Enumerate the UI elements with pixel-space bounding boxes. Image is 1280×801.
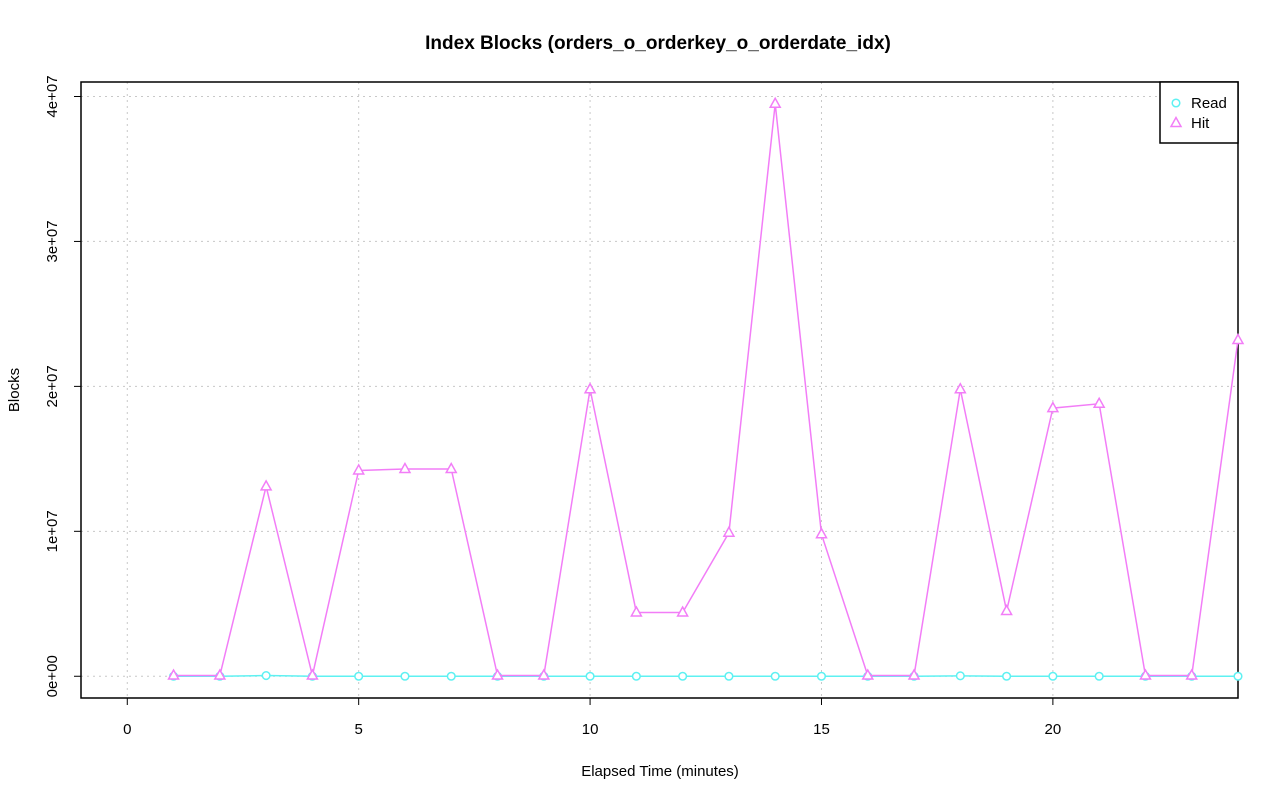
data-point-read — [354, 671, 364, 681]
data-point-read — [1233, 671, 1243, 681]
series-line-read — [173, 674, 1238, 678]
data-point-hit — [167, 668, 180, 680]
data-point-hit — [398, 461, 412, 474]
data-point-hit — [907, 668, 921, 680]
data-point-hit — [1139, 668, 1152, 680]
x-axis: 0 5 10 15 20 — [123, 698, 1061, 738]
data-point-hit — [1092, 396, 1106, 409]
data-point-read — [1048, 671, 1058, 681]
x-tick-label: 10 — [582, 721, 599, 738]
data-point-hit — [954, 382, 967, 394]
legend-label-read: Read — [1191, 95, 1227, 112]
y-tick-label: 2e+07 — [44, 365, 61, 407]
data-point-read — [770, 671, 780, 681]
legend-label-hit: Hit — [1191, 115, 1210, 132]
series-layer — [167, 96, 1245, 681]
series-line-hit — [173, 103, 1239, 677]
data-point-read — [816, 671, 827, 681]
series-read — [169, 670, 1243, 681]
y-tick-label: 1e+07 — [44, 510, 61, 552]
data-point-hit — [213, 668, 227, 680]
legend: Read Hit — [1159, 81, 1239, 144]
x-tick-label: 20 — [1045, 721, 1062, 738]
plot-frame — [80, 81, 1239, 699]
data-point-hit — [444, 461, 458, 474]
data-point-read — [446, 671, 456, 681]
x-axis-label: Elapsed Time (minutes) — [581, 763, 739, 780]
data-point-read — [678, 671, 688, 681]
data-point-hit — [768, 96, 782, 108]
y-tick-label: 0e+00 — [44, 655, 61, 697]
x-tick-label: 5 — [355, 721, 363, 738]
data-point-read — [261, 670, 271, 681]
data-point-hit — [491, 668, 504, 680]
data-point-hit — [676, 605, 689, 617]
y-tick-label: 4e+07 — [44, 75, 61, 117]
data-point-hit — [1000, 603, 1013, 616]
y-axis: 0e+00 1e+07 2e+07 3e+07 4e+07 — [44, 75, 81, 697]
legend-marker-hit — [1169, 115, 1183, 128]
data-point-read — [955, 671, 965, 681]
legend-box — [1159, 81, 1239, 144]
data-point-hit — [815, 527, 828, 539]
data-point-read — [724, 671, 734, 681]
x-tick-label: 0 — [123, 721, 131, 738]
data-point-read — [400, 671, 410, 681]
data-point-read — [1002, 671, 1012, 681]
data-point-hit — [630, 605, 643, 617]
data-point-hit — [259, 479, 273, 491]
data-point-hit — [1046, 401, 1060, 413]
data-point-hit — [1185, 668, 1198, 680]
data-point-read — [1094, 671, 1104, 681]
data-point-hit — [352, 463, 365, 475]
series-hit — [167, 96, 1245, 680]
data-point-hit — [1231, 332, 1245, 345]
data-point-read — [631, 671, 641, 681]
y-tick-label: 3e+07 — [44, 220, 61, 262]
data-point-hit — [861, 668, 875, 680]
data-point-read — [585, 671, 595, 681]
chart-title: Index Blocks (orders_o_orderkey_o_orderd… — [425, 33, 891, 54]
data-point-hit — [537, 668, 551, 680]
data-point-hit — [722, 525, 736, 538]
legend-marker-read — [1171, 98, 1181, 108]
data-point-hit — [306, 668, 319, 680]
data-point-hit — [583, 382, 597, 394]
y-axis-label: Blocks — [6, 368, 23, 412]
x-tick-label: 15 — [813, 721, 830, 738]
grid — [81, 82, 1238, 698]
